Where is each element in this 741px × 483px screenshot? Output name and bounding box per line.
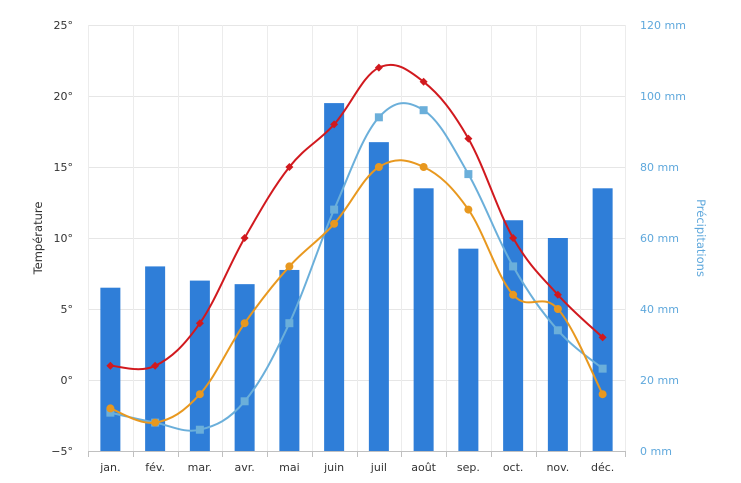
marker-temp-rature-moyenne [195,425,204,434]
marker-temp-rature-min [419,163,428,171]
precipitation-bar [503,220,524,451]
x-tick-label: août [411,461,436,474]
precipitation-bar [324,103,345,451]
x-tick-label: nov. [546,461,569,474]
marker-temp-rature-min [464,205,473,214]
right-tick-label: 40 mm [640,303,679,316]
x-tick-label: oct. [503,461,524,474]
x-tick-label: mai [279,461,300,474]
marker-temp-rature-max [240,234,249,242]
marker-temp-rature-min [330,219,339,228]
precipitation-bar [234,284,255,451]
marker-temp-rature-moyenne [374,113,383,122]
marker-temp-rature-moyenne [106,408,115,417]
marker-temp-rature-moyenne [598,364,607,373]
marker-temp-rature-max [509,234,518,242]
marker-temp-rature-min [195,390,204,399]
precipitation-bar [458,248,479,451]
marker-temp-rature-max [553,290,562,299]
marker-temp-rature-moyenne [285,319,294,328]
left-tick-label: 5° [61,303,74,316]
right-tick-label: 120 mm [640,19,686,32]
left-tick-label: 20° [54,90,74,103]
right-tick-label: 80 mm [640,161,679,174]
right-tick-label: 60 mm [640,232,679,245]
left-tick-label: −5° [51,445,73,458]
right-axis-title: Précipitations [694,199,708,277]
x-tick-label: jan. [99,461,120,474]
marker-temp-rature-max [285,163,294,171]
marker-temp-rature-min [374,163,383,171]
left-axis-title: Température [31,202,45,276]
left-tick-label: 10° [54,232,74,245]
x-tick-label: déc. [591,461,614,474]
x-tick-label: juin [323,461,344,474]
x-tick-label: avr. [234,461,254,474]
marker-temp-rature-moyenne [240,397,249,406]
precipitation-bar [413,188,434,452]
marker-temp-rature-min [509,290,518,299]
marker-temp-rature-max [195,319,204,328]
marker-temp-rature-min [285,262,294,271]
marker-temp-rature-min [240,319,249,328]
left-tick-label: 25° [54,19,74,32]
marker-temp-rature-moyenne [464,170,473,179]
precipitation-bar [279,269,300,451]
marker-temp-rature-max [151,361,160,370]
marker-temp-rature-min [151,418,160,427]
marker-temp-rature-max [106,361,115,370]
temperature-lines [106,63,607,434]
x-tick-label: mar. [188,461,212,474]
x-tick-label: juil [370,461,387,474]
marker-temp-rature-max [374,63,383,72]
right-tick-label: 20 mm [640,374,679,387]
marker-temp-rature-moyenne [553,326,562,335]
axes: jan. fév. mar. avr. mai juin juil août sep. oct. n… [51,19,686,474]
x-tick-label: sep. [457,461,480,474]
marker-temp-rature-max [330,120,339,129]
left-tick-label: 15° [54,161,74,174]
marker-temp-rature-moyenne [419,106,428,115]
marker-temp-rature-min [598,390,607,399]
marker-temp-rature-max [419,77,428,86]
marker-temp-rature-max [598,333,607,342]
marker-temp-rature-max [464,134,473,143]
grid [88,25,626,452]
x-tick-label: fév. [145,461,165,474]
marker-temp-rature-moyenne [330,205,339,214]
right-tick-label: 0 mm [640,445,672,458]
precipitation-bar [547,238,568,451]
precipitation-bar [368,142,389,451]
marker-temp-rature-min [553,305,562,313]
precipitation-bar [592,188,613,452]
marker-temp-rature-moyenne [509,262,518,271]
right-tick-label: 100 mm [640,90,686,103]
marker-temp-rature-min [106,404,115,413]
precipitation-bar [145,266,166,451]
left-tick-label: 0° [61,374,74,387]
precipitation-bar [189,280,210,451]
